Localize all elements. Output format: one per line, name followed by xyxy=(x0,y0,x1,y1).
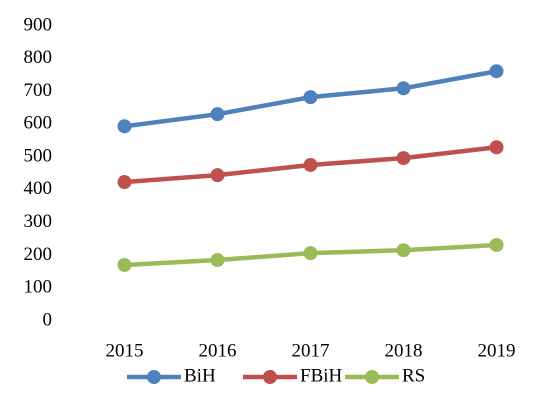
legend-marker xyxy=(263,370,277,384)
data-point xyxy=(489,237,504,252)
x-tick-label: 2015 xyxy=(106,340,144,361)
y-tick-label: 0 xyxy=(43,309,53,330)
y-tick-label: 600 xyxy=(24,113,53,134)
y-tick-label: 400 xyxy=(24,178,53,199)
y-tick-label: 700 xyxy=(24,80,53,101)
y-tick-label: 500 xyxy=(24,145,53,166)
data-point xyxy=(489,64,504,79)
data-point xyxy=(396,243,411,258)
data-point xyxy=(303,246,318,261)
y-tick-label: 300 xyxy=(24,211,53,232)
x-tick-label: 2018 xyxy=(385,340,423,361)
legend-label: FBiH xyxy=(300,365,343,386)
data-point xyxy=(489,140,504,155)
x-tick-label: 2017 xyxy=(292,340,330,361)
x-tick-label: 2019 xyxy=(478,340,516,361)
y-tick-label: 900 xyxy=(24,14,53,35)
x-tick-label: 2016 xyxy=(199,340,237,361)
y-tick-label: 200 xyxy=(24,244,53,265)
y-tick-label: 800 xyxy=(24,47,53,68)
data-point xyxy=(303,157,318,172)
data-point xyxy=(117,175,132,190)
data-point xyxy=(117,257,132,272)
data-point xyxy=(210,107,225,122)
legend-marker xyxy=(147,370,161,384)
data-point xyxy=(210,253,225,268)
data-point xyxy=(303,90,318,105)
y-tick-label: 100 xyxy=(24,277,53,298)
data-point xyxy=(396,81,411,96)
data-point xyxy=(117,119,132,134)
legend-label: BiH xyxy=(184,365,216,386)
data-point xyxy=(210,168,225,183)
legend-label: RS xyxy=(402,365,425,386)
data-point xyxy=(396,151,411,166)
legend-marker xyxy=(365,370,379,384)
